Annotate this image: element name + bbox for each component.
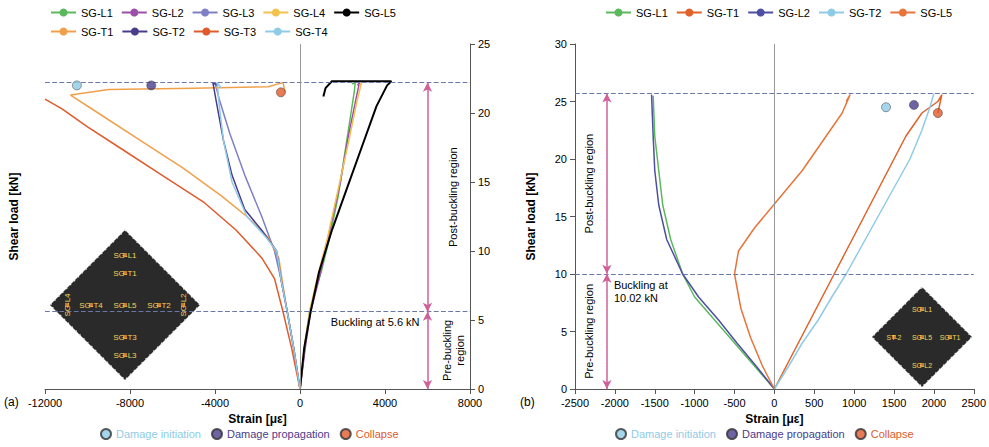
svg-text:-12000: -12000	[28, 397, 62, 409]
svg-text:30: 30	[555, 38, 567, 50]
svg-text:Pre-buckling region: Pre-buckling region	[583, 284, 595, 379]
svg-text:SG-T2: SG-T2	[147, 301, 171, 310]
svg-text:-2000: -2000	[601, 397, 629, 409]
svg-text:-1000: -1000	[681, 397, 709, 409]
svg-text:Damage initiation: Damage initiation	[116, 428, 201, 440]
svg-text:Pre-buckling: Pre-buckling	[441, 320, 453, 381]
svg-text:-2500: -2500	[561, 397, 589, 409]
svg-text:ST-2: ST-2	[887, 334, 902, 341]
svg-text:25: 25	[555, 96, 567, 108]
svg-text:Shear load [kN]: Shear load [kN]	[524, 172, 538, 260]
svg-text:SG-L2: SG-L2	[152, 7, 184, 19]
svg-text:Buckling at 5.6 kN: Buckling at 5.6 kN	[331, 316, 420, 328]
svg-text:SG-L5: SG-L5	[364, 7, 396, 19]
svg-text:SG-L1: SG-L1	[636, 7, 668, 19]
svg-text:Collapse: Collapse	[356, 428, 399, 440]
svg-text:0: 0	[478, 383, 484, 395]
svg-text:5: 5	[561, 326, 567, 338]
svg-text:SG-L2: SG-L2	[778, 7, 810, 19]
svg-text:SG-L4: SG-L4	[63, 293, 72, 317]
svg-text:SG-L1: SG-L1	[912, 306, 932, 313]
svg-text:10: 10	[478, 245, 490, 257]
svg-text:15: 15	[478, 176, 490, 188]
svg-text:20: 20	[478, 107, 490, 119]
svg-text:(b): (b)	[520, 395, 535, 409]
svg-text:-8000: -8000	[116, 397, 144, 409]
svg-text:SG-T3: SG-T3	[224, 26, 256, 38]
svg-text:SG-L3: SG-L3	[223, 7, 255, 19]
svg-text:2500: 2500	[962, 397, 986, 409]
svg-text:SG-L3: SG-L3	[113, 351, 137, 360]
svg-text:SG-T3: SG-T3	[113, 333, 137, 342]
svg-text:Collapse: Collapse	[871, 428, 914, 440]
svg-text:4000: 4000	[373, 397, 397, 409]
svg-text:SG-L1: SG-L1	[81, 7, 113, 19]
svg-text:10: 10	[555, 268, 567, 280]
svg-text:SG-L5: SG-L5	[912, 334, 932, 341]
svg-text:Damage initiation: Damage initiation	[631, 428, 716, 440]
svg-text:SG-T4: SG-T4	[79, 301, 103, 310]
svg-text:SG-T1: SG-T1	[81, 26, 113, 38]
svg-text:Strain [με]: Strain [με]	[228, 412, 286, 426]
svg-text:Buckling at: Buckling at	[614, 279, 668, 291]
svg-text:0: 0	[297, 397, 303, 409]
svg-text:10.02 kN: 10.02 kN	[614, 292, 658, 304]
svg-text:SG-T1: SG-T1	[113, 269, 137, 278]
svg-text:Post-buckling region: Post-buckling region	[583, 134, 595, 234]
svg-text:1000: 1000	[842, 397, 866, 409]
svg-text:8000: 8000	[458, 397, 482, 409]
svg-text:0: 0	[771, 397, 777, 409]
svg-text:20: 20	[555, 153, 567, 165]
svg-text:500: 500	[805, 397, 823, 409]
svg-text:SG-T2: SG-T2	[849, 7, 881, 19]
svg-text:-500: -500	[723, 397, 745, 409]
svg-text:Damage propagation: Damage propagation	[227, 428, 330, 440]
svg-text:5: 5	[478, 314, 484, 326]
svg-text:SG-T1: SG-T1	[940, 334, 961, 341]
svg-text:SG-L4: SG-L4	[293, 7, 325, 19]
svg-text:Strain [με]: Strain [με]	[745, 412, 803, 426]
svg-text:Post-buckling region: Post-buckling region	[447, 147, 459, 247]
svg-text:SG-T2: SG-T2	[152, 26, 184, 38]
svg-text:SG-L2: SG-L2	[179, 293, 188, 317]
svg-text:15: 15	[555, 211, 567, 223]
svg-text:0: 0	[561, 383, 567, 395]
svg-text:Damage propagation: Damage propagation	[742, 428, 845, 440]
svg-text:Shear load [kN]: Shear load [kN]	[7, 172, 21, 260]
svg-text:2000: 2000	[922, 397, 946, 409]
svg-text:SG-L1: SG-L1	[113, 251, 137, 260]
svg-text:SG-T1: SG-T1	[707, 7, 739, 19]
svg-text:-4000: -4000	[201, 397, 229, 409]
svg-text:1500: 1500	[882, 397, 906, 409]
svg-text:SG-L5: SG-L5	[113, 301, 137, 310]
svg-text:SG-T4: SG-T4	[295, 26, 327, 38]
svg-text:(a): (a)	[4, 395, 19, 409]
svg-text:SG-L2: SG-L2	[912, 362, 932, 369]
svg-text:SG-L5: SG-L5	[920, 7, 952, 19]
svg-text:-1500: -1500	[641, 397, 669, 409]
svg-text:region: region	[454, 335, 466, 366]
svg-text:25: 25	[478, 38, 490, 50]
